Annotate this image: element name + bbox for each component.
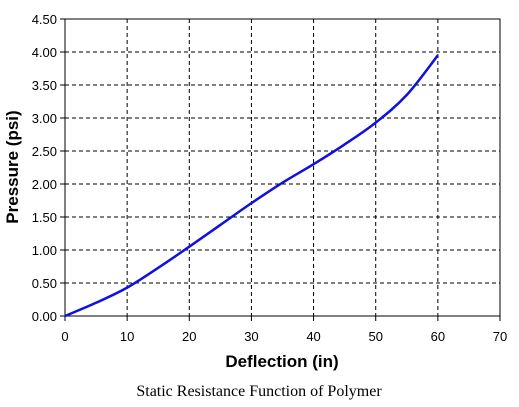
- y-tick-label: 1.50: [32, 210, 57, 225]
- x-axis-ticks: 0 10 20 30 40 50 60 70: [61, 316, 507, 344]
- y-axis-title: Pressure (psi): [3, 110, 22, 223]
- y-tick-label: 2.00: [32, 177, 57, 192]
- y-tick-label: 1.00: [32, 243, 57, 258]
- y-axis-ticks: 0.00 0.50 1.00 1.50 2.00 2.50 3.00 3.50 4.00 4.50: [32, 12, 65, 324]
- series-line: [64, 54, 439, 318]
- x-axis-title: Deflection (in): [225, 352, 338, 371]
- plot-area: [64, 18, 501, 317]
- y-tick-label: 3.00: [32, 111, 57, 126]
- series-group: [64, 54, 439, 318]
- x-tick-label: 60: [431, 329, 445, 344]
- x-tick-label: 0: [61, 329, 68, 344]
- x-tick-label: 50: [368, 329, 382, 344]
- y-tick-label: 0.00: [32, 309, 57, 324]
- y-tick-label: 4.50: [32, 12, 57, 27]
- y-tick-label: 3.50: [32, 78, 57, 93]
- chart-caption: Static Resistance Function of Polymer: [136, 383, 382, 400]
- x-tick-label: 10: [120, 329, 134, 344]
- y-tick-label: 2.50: [32, 144, 57, 159]
- y-tick-label: 4.00: [32, 45, 57, 60]
- y-tick-label: 0.50: [32, 276, 57, 291]
- x-tick-label: 20: [182, 329, 196, 344]
- x-tick-label: 70: [493, 329, 507, 344]
- x-tick-label: 40: [306, 329, 320, 344]
- x-tick-label: 30: [244, 329, 258, 344]
